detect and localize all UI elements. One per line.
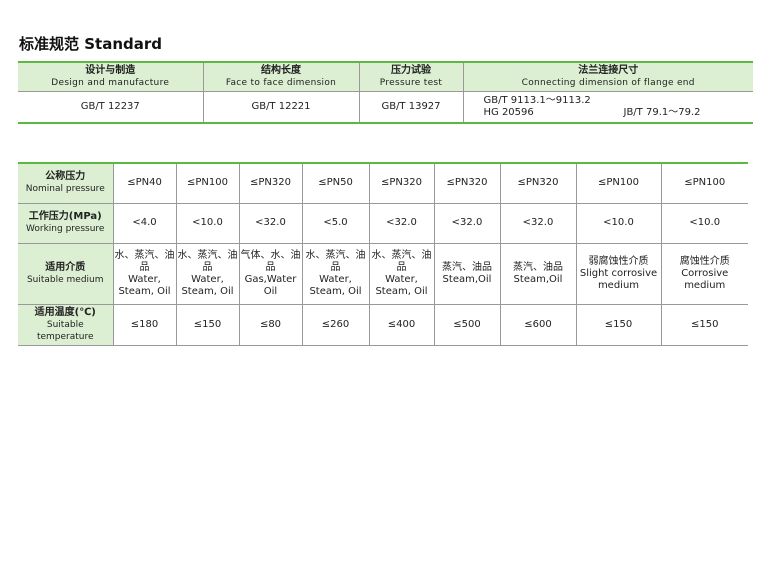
label-suitable-temperature: 适用温度(℃) Suitable temperature	[18, 303, 114, 346]
cell-working-pressure: <10.0	[175, 202, 240, 244]
cell-suitable-temperature: ≤150	[175, 303, 240, 346]
value-face: GB/T 12221	[202, 91, 360, 123]
cell-suitable-temperature: ≤80	[238, 303, 303, 346]
value-design: GB/T 12237	[18, 91, 204, 123]
header-pressure-test: 压力试验 Pressure test	[358, 62, 464, 92]
cell-nominal-pressure: ≤PN100	[660, 163, 748, 204]
cell-suitable-temperature: ≤150	[660, 303, 748, 346]
label-working-pressure: 工作压力(MPa) Working pressure	[18, 202, 114, 244]
cell-working-pressure: <32.0	[368, 202, 435, 244]
value-pressure-test: GB/T 13927	[358, 91, 464, 123]
page-title: 标准规范 Standard	[19, 35, 162, 53]
cell-suitable-temperature: ≤260	[301, 303, 370, 346]
cell-nominal-pressure: ≤PN320	[368, 163, 435, 204]
standards-table: 设计与制造 Design and manufacture 结构长度 Face to …	[18, 61, 753, 124]
cell-suitable-temperature: ≤400	[368, 303, 435, 346]
cell-suitable-medium: 水、蒸汽、油品 Water, Steam, Oil	[112, 242, 177, 305]
cell-nominal-pressure: ≤PN40	[112, 163, 177, 204]
cell-nominal-pressure: ≤PN320	[499, 163, 577, 204]
cell-suitable-medium: 蒸汽、油品 Steam,Oil	[499, 242, 577, 305]
cell-suitable-temperature: ≤500	[433, 303, 501, 346]
cell-suitable-medium: 弱腐蚀性介质 Slight corrosive medium	[575, 242, 662, 305]
cell-suitable-medium: 气体、水、油品 Gas,Water Oil	[238, 242, 303, 305]
cell-suitable-temperature: ≤150	[575, 303, 662, 346]
cell-working-pressure: <4.0	[112, 202, 177, 244]
cell-nominal-pressure: ≤PN50	[301, 163, 370, 204]
label-suitable-medium: 适用介质 Suitable medium	[18, 242, 114, 305]
specs-table: 公称压力 Nominal pressure ≤PN40 ≤PN100 ≤PN320 ≤PN…	[18, 162, 748, 346]
row-suitable-medium: 适用介质 Suitable medium 水、蒸汽、油品 Water, Steam, …	[18, 242, 748, 305]
cell-nominal-pressure: ≤PN320	[238, 163, 303, 204]
cell-suitable-temperature: ≤180	[112, 303, 177, 346]
cell-nominal-pressure: ≤PN100	[175, 163, 240, 204]
cell-working-pressure: <10.0	[575, 202, 662, 244]
label-nominal-pressure: 公称压力 Nominal pressure	[18, 163, 114, 204]
cell-working-pressure: <32.0	[499, 202, 577, 244]
cell-working-pressure: <10.0	[660, 202, 748, 244]
cell-suitable-medium: 水、蒸汽、油品 Water, Steam, Oil	[175, 242, 240, 305]
cell-working-pressure: <32.0	[433, 202, 501, 244]
cell-nominal-pressure: ≤PN100	[575, 163, 662, 204]
cell-nominal-pressure: ≤PN320	[433, 163, 501, 204]
row-working-pressure: 工作压力(MPa) Working pressure <4.0 <10.0 <32.0 <…	[18, 202, 748, 244]
cell-suitable-medium: 水、蒸汽、油品 Water, Steam, Oil	[368, 242, 435, 305]
cell-suitable-temperature: ≤600	[499, 303, 577, 346]
row-nominal-pressure: 公称压力 Nominal pressure ≤PN40 ≤PN100 ≤PN320 ≤PN…	[18, 163, 748, 204]
header-design: 设计与制造 Design and manufacture	[18, 62, 204, 92]
row-suitable-temperature: 适用温度(℃) Suitable temperature ≤180 ≤150 ≤80 ≤2…	[18, 303, 748, 346]
cell-working-pressure: <32.0	[238, 202, 303, 244]
header-face: 结构长度 Face to face dimension	[202, 62, 360, 92]
cell-working-pressure: <5.0	[301, 202, 370, 244]
cell-suitable-medium: 腐蚀性介质 Corrosive medium	[660, 242, 748, 305]
value-flange: GB/T 9113.1～9113.2 HG 20596 JB/T 79.1～79.…	[462, 91, 753, 123]
cell-suitable-medium: 蒸汽、油品 Steam,Oil	[433, 242, 501, 305]
cell-suitable-medium: 水、蒸汽、油品 Water, Steam, Oil	[301, 242, 370, 305]
header-flange: 法兰连接尺寸 Connecting dimension of flange end	[462, 62, 753, 92]
